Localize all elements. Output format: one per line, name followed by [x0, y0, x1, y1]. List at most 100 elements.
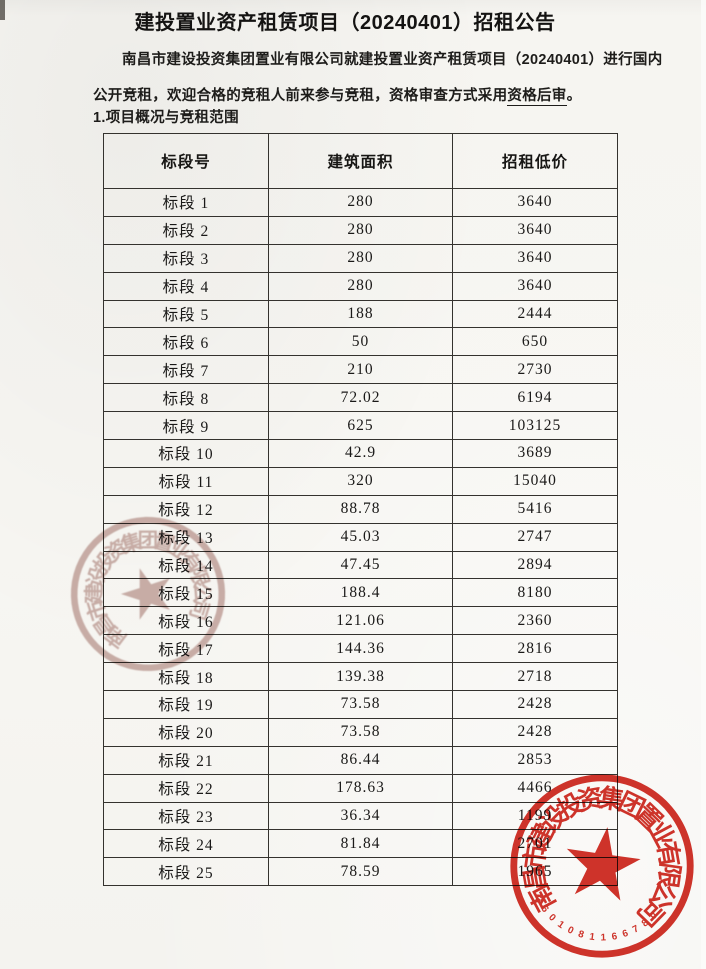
cell-section-number: 标段 16	[103, 606, 269, 636]
cell-building-area: 86.44	[268, 745, 453, 775]
cell-building-area: 78.59	[268, 857, 453, 887]
svg-text:公: 公	[644, 878, 681, 914]
cell-minimum-rent: 1965	[452, 857, 618, 887]
cell-section-number: 标段 18	[103, 662, 269, 692]
table-row: 标段 9 625 103125	[103, 411, 618, 441]
svg-text:限: 限	[652, 861, 683, 891]
cell-minimum-rent: 2894	[452, 550, 618, 580]
table-row: 标段 20 73.58 2428	[103, 717, 618, 747]
cell-minimum-rent: 2360	[452, 606, 618, 636]
svg-text:1: 1	[555, 919, 566, 931]
svg-text:业: 业	[643, 817, 680, 853]
bid-table: 标段号 建筑面积 招租低价 标段 1 280 3640 标段 2 280 364…	[103, 133, 618, 887]
cell-section-number: 标段 20	[103, 717, 269, 747]
table-row: 标段 24 81.84 2701	[103, 829, 618, 859]
cell-building-area: 188.4	[268, 578, 453, 608]
table-row: 标段 5 188 2444	[103, 299, 618, 329]
cell-minimum-rent: 3640	[452, 188, 618, 217]
scan-edge-artifact	[701, 0, 706, 969]
cell-minimum-rent: 2816	[452, 634, 618, 664]
svg-text:6: 6	[611, 931, 619, 943]
cell-minimum-rent: 2718	[452, 662, 618, 692]
cell-building-area: 81.84	[268, 829, 453, 859]
svg-text:8: 8	[640, 917, 651, 929]
cell-minimum-rent: 3689	[452, 439, 618, 468]
table-row: 标段 18 139.38 2718	[103, 662, 618, 692]
table-row: 标段 3 280 3640	[103, 243, 618, 273]
table-row: 标段 22 178.63 4466	[103, 773, 618, 803]
header-section-number: 标段号	[103, 133, 269, 189]
table-row: 标段 7 210 2730	[103, 355, 618, 385]
cell-section-number: 标段 9	[103, 411, 269, 441]
intro-line2-end: 。	[566, 88, 582, 104]
svg-text:1: 1	[600, 932, 606, 943]
intro-underlined-term: 资格后审	[507, 88, 567, 106]
cell-building-area: 36.34	[268, 801, 453, 831]
table-row: 标段 13 45.03 2747	[103, 522, 618, 552]
cell-section-number: 标段 21	[103, 745, 269, 775]
cell-section-number: 标段 8	[103, 383, 269, 413]
cell-building-area: 280	[268, 243, 453, 273]
cell-building-area: 72.02	[268, 383, 453, 413]
cell-minimum-rent: 3640	[452, 243, 618, 273]
table-row: 标段 2 280 3640	[103, 215, 618, 245]
svg-text:3: 3	[532, 895, 545, 905]
header-building-area: 建筑面积	[268, 133, 453, 189]
cell-building-area: 121.06	[268, 606, 453, 636]
table-row: 标段 15 188.4 8180	[103, 578, 618, 608]
table-row: 标段 17 144.36 2816	[103, 634, 618, 664]
header-minimum-rent: 招租低价	[452, 133, 618, 189]
cell-section-number: 标段 7	[103, 355, 269, 385]
svg-text:司: 司	[631, 894, 669, 932]
intro-paragraph: 南昌市建设投资集团置业有限公司就建投置业资产租赁项目（20240401）进行国内…	[93, 42, 662, 114]
table-row: 标段 21 86.44 2853	[103, 745, 618, 775]
table-row: 标段 4 280 3640	[103, 271, 618, 301]
cell-section-number: 标段 12	[103, 494, 269, 524]
svg-text:0: 0	[546, 912, 558, 924]
scan-corner-artifact	[0, 0, 5, 20]
cell-section-number: 标段 4	[103, 271, 269, 301]
section-heading: 1.项目概况与竞租范围	[93, 110, 239, 126]
svg-text:置: 置	[630, 799, 668, 837]
cell-minimum-rent: 3640	[452, 215, 618, 245]
cell-section-number: 标段 10	[103, 439, 269, 468]
cell-building-area: 45.03	[268, 522, 453, 552]
cell-minimum-rent: 2428	[452, 717, 618, 747]
table-row: 标段 1 280 3640	[103, 188, 618, 217]
cell-minimum-rent: 8180	[452, 578, 618, 608]
cell-building-area: 73.58	[268, 717, 453, 747]
table-row: 标段 23 36.34 1199	[103, 801, 618, 831]
cell-minimum-rent: 15040	[452, 466, 618, 496]
cell-building-area: 320	[268, 466, 453, 496]
cell-building-area: 625	[268, 411, 453, 441]
cell-building-area: 47.45	[268, 550, 453, 580]
cell-section-number: 标段 17	[103, 634, 269, 664]
table-row: 标段 25 78.59 1965	[103, 857, 618, 887]
svg-text:团: 团	[614, 788, 649, 824]
svg-text:0: 0	[648, 910, 660, 922]
cell-minimum-rent: 2701	[452, 829, 618, 859]
cell-section-number: 标段 1	[103, 188, 269, 217]
cell-section-number: 标段 13	[103, 522, 269, 552]
cell-section-number: 标段 15	[103, 578, 269, 608]
cell-section-number: 标段 3	[103, 243, 269, 273]
intro-line1: 南昌市建设投资集团置业有限公司就建投置业资产租赁项目（20240401）进行国内	[122, 52, 663, 68]
intro-line2: 公开竞租，欢迎合格的竞租人前来参与竞租，资格审查方式采用	[93, 88, 508, 104]
cell-minimum-rent: 4466	[452, 773, 618, 803]
svg-text:6: 6	[538, 904, 550, 915]
svg-text:0: 0	[566, 925, 576, 938]
cell-section-number: 标段 5	[103, 299, 269, 329]
bid-table-body: 标段 1 280 3640 标段 2 280 3640 标段 3 280 364…	[103, 188, 618, 887]
cell-building-area: 280	[268, 215, 453, 245]
svg-text:1: 1	[589, 931, 596, 943]
cell-minimum-rent: 2444	[452, 299, 618, 329]
cell-minimum-rent: 5416	[452, 494, 618, 524]
cell-building-area: 139.38	[268, 662, 453, 692]
cell-building-area: 280	[268, 188, 453, 217]
cell-minimum-rent: 6194	[452, 383, 618, 413]
table-row: 标段 14 47.45 2894	[103, 550, 618, 580]
svg-text:7: 7	[631, 923, 641, 936]
cell-building-area: 188	[268, 299, 453, 329]
page-title: 建投置业资产租赁项目（20240401）招租公告	[134, 12, 556, 34]
